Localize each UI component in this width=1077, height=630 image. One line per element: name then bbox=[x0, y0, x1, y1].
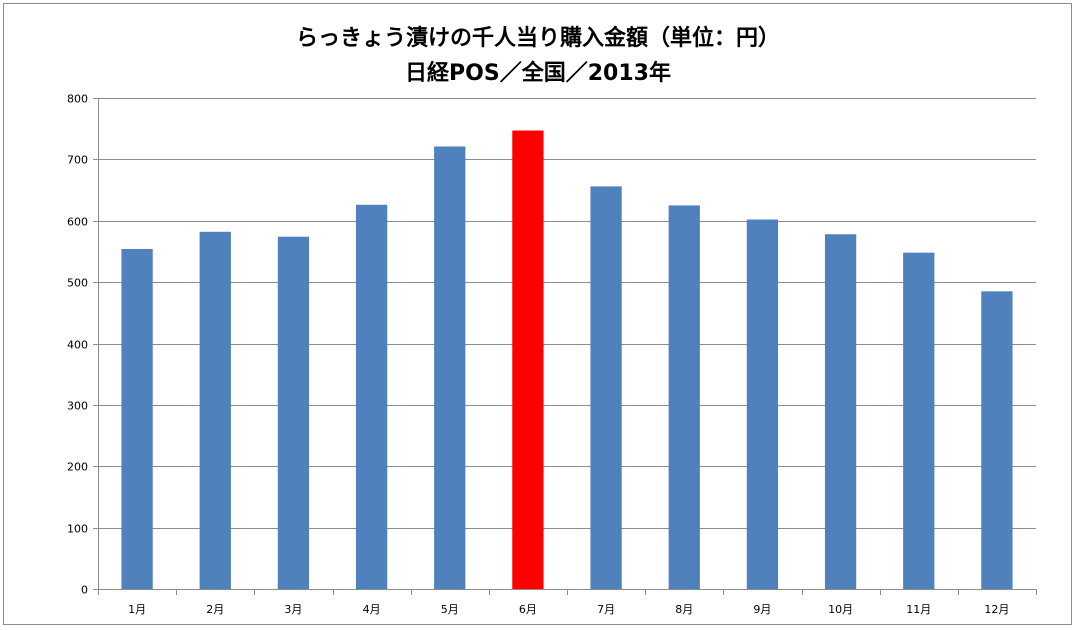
bar-1 bbox=[121, 248, 153, 590]
x-tick-label: 10月 bbox=[828, 603, 853, 616]
bar-8 bbox=[668, 205, 700, 589]
x-tick-label: 11月 bbox=[906, 603, 931, 616]
y-tick-label: 300 bbox=[67, 400, 88, 413]
x-tick-label: 4月 bbox=[363, 603, 381, 616]
chart-subtitle: 日経POS／全国／2013年 bbox=[405, 60, 671, 86]
x-tick-label: 2月 bbox=[206, 603, 224, 616]
y-tick-label: 800 bbox=[67, 93, 88, 106]
y-tick-label: 500 bbox=[67, 277, 88, 290]
bar-2 bbox=[199, 231, 231, 590]
y-tick-label: 600 bbox=[67, 216, 88, 229]
x-tick-label: 7月 bbox=[597, 603, 615, 616]
y-tick-labels: 0 100 200 300 400 500 600 700 800 bbox=[67, 93, 88, 597]
bar-5 bbox=[434, 146, 466, 590]
y-tick-label: 100 bbox=[67, 523, 88, 536]
x-tick-labels: 1月 2月 3月 4月 5月 6月 7月 8月 9月 10月 11月 12月 bbox=[128, 603, 1009, 616]
y-tick-label: 400 bbox=[67, 339, 88, 352]
x-tick-label: 12月 bbox=[984, 603, 1009, 616]
bar-11 bbox=[903, 252, 935, 589]
x-tick-label: 3月 bbox=[284, 603, 302, 616]
chart-title: らっきょう漬けの千人当り購入金額（単位：円） bbox=[296, 25, 780, 51]
x-tick-label: 9月 bbox=[753, 603, 771, 616]
bar-7 bbox=[590, 186, 622, 589]
bar-4 bbox=[355, 204, 388, 590]
bar-9 bbox=[746, 219, 779, 589]
bar-10 bbox=[824, 234, 857, 589]
axes bbox=[93, 98, 1037, 595]
x-tick-label: 1月 bbox=[128, 603, 146, 616]
bars bbox=[121, 130, 1013, 590]
x-tick-label: 8月 bbox=[675, 603, 693, 616]
bar-12 bbox=[981, 291, 1013, 589]
y-tick-label: 200 bbox=[67, 461, 88, 474]
y-tick-label: 700 bbox=[67, 154, 88, 167]
x-tick-label: 5月 bbox=[441, 603, 459, 616]
y-tick-label: 0 bbox=[81, 584, 88, 597]
gridlines bbox=[98, 98, 1036, 529]
bar-3 bbox=[277, 236, 310, 589]
x-tick-label: 6月 bbox=[519, 603, 537, 616]
bar-6 bbox=[512, 130, 544, 589]
